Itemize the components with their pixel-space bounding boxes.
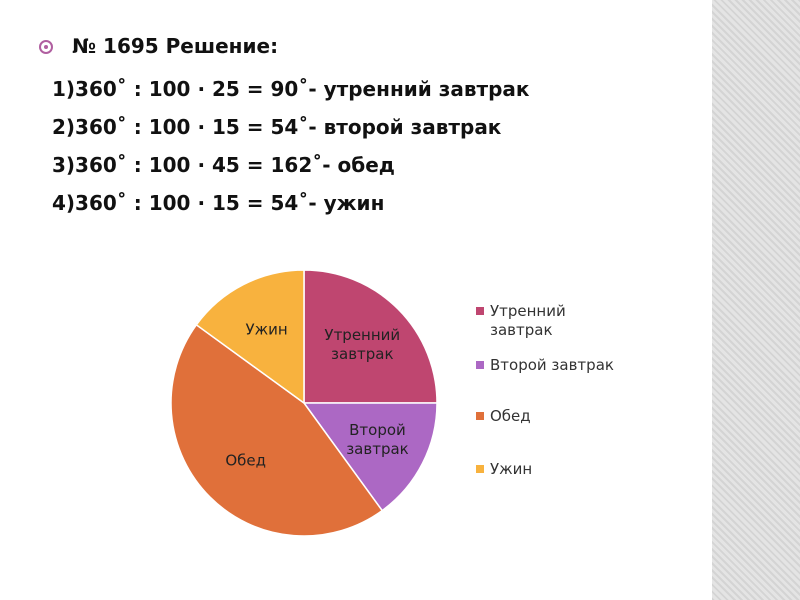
- solution-line: 3)360˚ : 100 · 45 = 162˚- обед: [52, 153, 395, 177]
- slice-label: Обед: [225, 451, 267, 470]
- legend-swatch: [476, 412, 484, 420]
- legend-entry: Ужин: [476, 460, 630, 479]
- pie-slice: [170, 323, 384, 537]
- title: № 1695 Решение:: [72, 34, 279, 58]
- legend-entry: Утренний завтрак: [476, 302, 630, 340]
- solution-line: 4)360˚ : 100 · 15 = 54˚- ужин: [52, 191, 385, 215]
- solution-line: 1)360˚ : 100 · 25 = 90˚- утренний завтра…: [52, 77, 530, 101]
- legend-swatch: [476, 307, 484, 315]
- slice-label: Ужин: [245, 320, 288, 339]
- legend-swatch: [476, 465, 484, 473]
- bullet: [39, 40, 53, 54]
- legend-entry: Обед: [476, 407, 630, 426]
- pie-slice: [303, 269, 438, 404]
- decor-stripe: [712, 0, 800, 600]
- pie-slice: [302, 402, 438, 512]
- legend-swatch: [476, 361, 484, 369]
- solution-line: 2)360˚ : 100 · 15 = 54˚- второй завтрак: [52, 115, 502, 139]
- slice-label: Второй завтрак: [346, 421, 409, 459]
- legend-entry: Второй завтрак: [476, 356, 630, 375]
- pie-slice: [195, 269, 305, 405]
- slice-label: Утренний завтрак: [324, 325, 401, 363]
